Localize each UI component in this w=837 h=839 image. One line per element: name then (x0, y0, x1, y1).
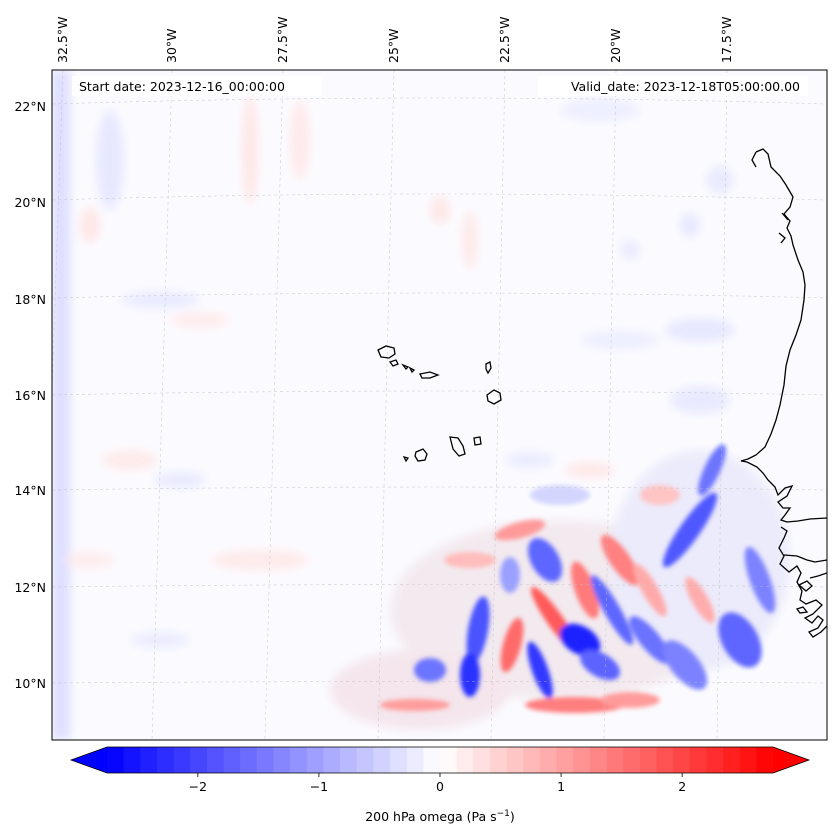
lon-label: 32.5°W (55, 17, 70, 63)
colorbar-segment (689, 747, 707, 773)
omega-field (52, 70, 827, 740)
colorbar-extend-min (71, 747, 107, 773)
colorbar-segment (273, 747, 291, 773)
colorbar-segment (390, 747, 408, 773)
colorbar-segment (306, 747, 325, 773)
colorbar-segment (223, 747, 241, 773)
colorbar-segment (156, 747, 175, 773)
colorbar-segment (473, 747, 491, 773)
valid-date-box (538, 76, 808, 96)
lat-label: 18°N (14, 292, 46, 307)
colorbar-segment (323, 747, 341, 773)
cape-verde-islands (377, 345, 502, 463)
colorbar-segments (71, 747, 809, 773)
lat-label: 14°N (14, 483, 46, 498)
colorbar-segment (589, 747, 608, 773)
colorbar-tick-label: 2 (678, 779, 686, 794)
colorbar-tick-label: 0 (436, 779, 444, 794)
colorbar-segment (290, 747, 308, 773)
colorbar-extend-max (773, 747, 809, 773)
colorbar-tick-label: −2 (189, 779, 207, 794)
colorbar-outline (69, 746, 811, 774)
colorbar-segment (440, 747, 458, 773)
valid-date-label: Valid_date: 2023-12-18T05:00:00.00 (571, 79, 800, 94)
colorbar-segment (256, 747, 275, 773)
map-frame (51, 69, 828, 741)
colorbar-segment (190, 747, 208, 773)
colorbar-label: 200 hPa omega (Pa s−1) (365, 809, 515, 824)
start-date-box (72, 76, 322, 96)
colorbar-segment (673, 747, 691, 773)
lon-label: 20°W (608, 28, 623, 63)
colorbar-segment (107, 747, 125, 773)
colorbar-tick-label: −1 (310, 779, 328, 794)
colorbar-segment (489, 747, 508, 773)
colorbar-segment (706, 747, 724, 773)
colorbar-segment (723, 747, 741, 773)
lon-label: 30°W (164, 28, 179, 63)
lat-label: 20°N (14, 195, 46, 210)
latitude-labels: 22°N 20°N 18°N 16°N 14°N 12°N 10°N (14, 99, 46, 691)
colorbar-segment (739, 747, 757, 773)
colorbar-segment (639, 747, 658, 773)
colorbar-segment (456, 747, 474, 773)
colorbar-segment (506, 747, 524, 773)
lat-label: 16°N (14, 388, 46, 403)
lat-label: 22°N (14, 99, 46, 114)
colorbar-segment (656, 747, 674, 773)
colorbar-ticks: −2 −1 0 1 2 (189, 773, 686, 794)
colorbar-segment (606, 747, 624, 773)
gridlines (52, 70, 827, 740)
colorbar-segment (340, 747, 358, 773)
lon-label: 25°W (386, 28, 401, 63)
colorbar-segment (406, 747, 424, 773)
start-date-label: Start date: 2023-12-16_00:00:00 (79, 79, 285, 94)
colorbar-segment (373, 747, 391, 773)
colorbar-segment (556, 747, 574, 773)
colorbar-segment (423, 747, 441, 773)
colorbar-tick-label: 1 (557, 779, 565, 794)
colorbar-segment (140, 747, 158, 773)
lat-label: 10°N (14, 676, 46, 691)
colorbar-segment (573, 747, 591, 773)
colorbar-segment (356, 747, 374, 773)
lon-label: 27.5°W (275, 17, 290, 63)
longitude-labels: 32.5°W 30°W 27.5°W 25°W 22.5°W 20°W 17.5… (55, 17, 734, 63)
colorbar-segment (623, 747, 641, 773)
lon-label: 17.5°W (719, 17, 734, 63)
colorbar-segment (123, 747, 141, 773)
colorbar-segment (539, 747, 558, 773)
west-africa-coastline (740, 148, 827, 638)
colorbar-segment (173, 747, 191, 773)
map-panel: Start date: 2023-12-16_00:00:00 Valid_da… (14, 17, 828, 741)
colorbar: −2 −1 0 1 2 200 hPa omega (Pa s−1) (69, 746, 811, 824)
lon-label: 22.5°W (497, 17, 512, 63)
colorbar-segment (240, 747, 258, 773)
colorbar-segment (523, 747, 541, 773)
colorbar-segment (756, 747, 774, 773)
colorbar-segment (206, 747, 225, 773)
lat-label: 12°N (14, 580, 46, 595)
